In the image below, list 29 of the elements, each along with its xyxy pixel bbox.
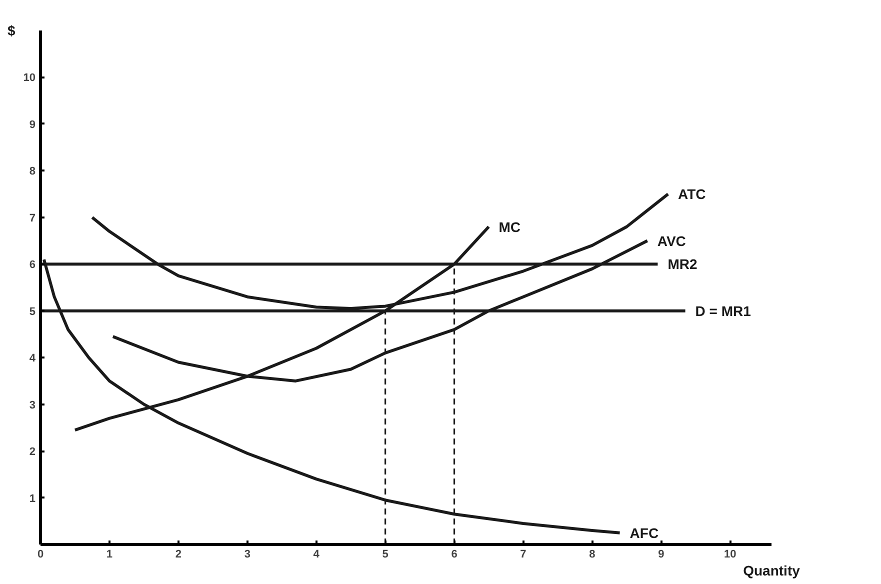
y-tick-label: 9 — [29, 118, 36, 131]
x-tick-label: 2 — [175, 548, 182, 560]
y-tick-label: 2 — [29, 446, 36, 458]
y-tick-label: 10 — [23, 72, 36, 84]
x-tick-label: 8 — [589, 548, 596, 560]
x-tick-label: 5 — [382, 548, 388, 560]
x-tick-label: 10 — [724, 548, 736, 560]
y-tick-label: 5 — [29, 306, 36, 318]
y-tick-label: 3 — [29, 399, 36, 412]
y-tick-label: 4 — [29, 352, 36, 365]
y-tick-label: 1 — [29, 492, 36, 505]
series-label: MC — [498, 218, 521, 235]
x-tick-label: 1 — [106, 548, 113, 560]
series-label: AVC — [657, 232, 686, 249]
x-tick-label: 7 — [520, 548, 526, 560]
x-tick-label: 3 — [244, 548, 250, 560]
y-tick-label: 6 — [29, 259, 36, 272]
x-tick-label: 4 — [313, 548, 320, 560]
series-label: ATC — [678, 186, 706, 202]
y-tick-label: 8 — [29, 166, 36, 178]
y-tick-label: 7 — [29, 212, 36, 224]
x-tick-label: 6 — [451, 548, 458, 560]
x-tick-label: 9 — [658, 548, 664, 560]
series-label: AFC — [630, 524, 659, 541]
x-axis-title: Quantity — [743, 562, 800, 578]
series-label: D = MR1 — [695, 302, 752, 319]
y-axis-title: $ — [7, 22, 16, 38]
x-tick-label: 0 — [37, 548, 44, 560]
series-label: MR2 — [668, 256, 698, 272]
